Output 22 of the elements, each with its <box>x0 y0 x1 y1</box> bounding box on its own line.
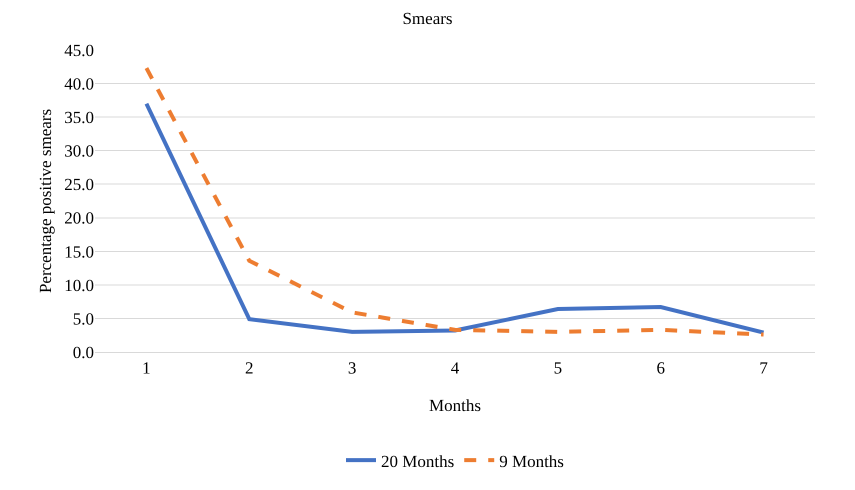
y-axis-title: Percentage positive smears <box>36 108 55 294</box>
chart-title: Smears <box>402 9 453 28</box>
y-tick-label: 25.0 <box>64 175 94 194</box>
x-tick-label: 4 <box>450 358 460 378</box>
y-tick-label: 15.0 <box>64 242 94 262</box>
x-tick-label: 3 <box>348 358 356 378</box>
y-tick-label: 0.0 <box>72 342 94 362</box>
legend-label: 20 Months <box>381 452 454 471</box>
y-tick-label: 5.0 <box>72 309 94 328</box>
y-tick-label: 20.0 <box>64 208 94 228</box>
x-tick-label: 2 <box>245 358 254 378</box>
x-axis-title: Months <box>429 396 481 415</box>
x-tick-label: 1 <box>142 358 151 378</box>
legend-label: 9 Months <box>499 452 564 471</box>
x-tick-label: 7 <box>759 358 768 378</box>
x-tick-label: 6 <box>656 358 665 378</box>
y-tick-label: 30.0 <box>64 142 94 161</box>
x-tick-label: 5 <box>554 358 562 378</box>
y-tick-label: 45.0 <box>64 40 94 60</box>
y-tick-label: 35.0 <box>64 108 94 128</box>
y-tick-label: 40.0 <box>64 74 94 94</box>
y-tick-label: 10.0 <box>64 276 94 295</box>
